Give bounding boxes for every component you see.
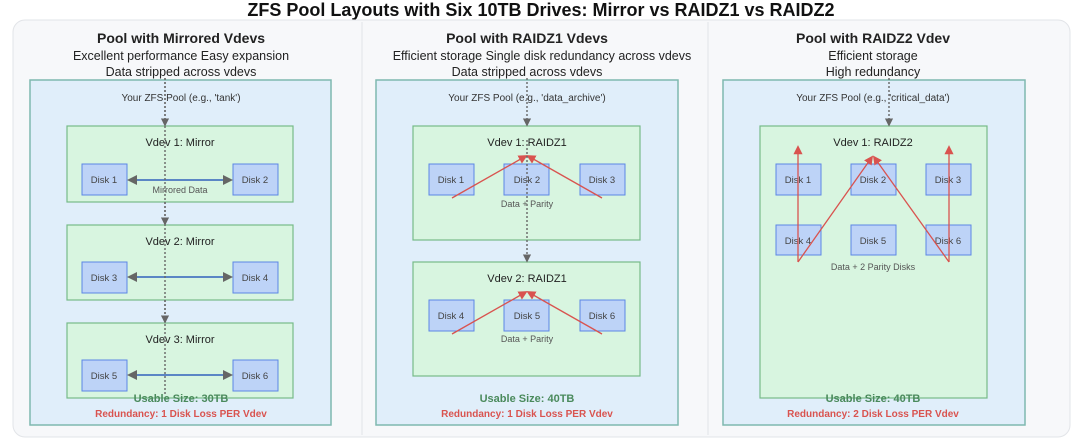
pool-label: Your ZFS Pool (e.g., 'critical_data') — [796, 93, 950, 104]
vdev-label: Vdev 1: Mirror — [145, 137, 214, 149]
vdev-label: Vdev 1: RAIDZ2 — [833, 137, 912, 149]
parity-arrow — [797, 155, 874, 263]
vdev-note: Data + 2 Parity Disks — [831, 262, 916, 272]
column-subtitle: Efficient storage — [828, 49, 917, 63]
disk — [81, 163, 128, 196]
column-heading: Pool with RAIDZ2 Vdev — [796, 30, 950, 46]
disk-label: Disk 2 — [242, 175, 268, 186]
vdev-note: Mirrored Data — [152, 185, 207, 195]
vdev-note: Data + Parity — [501, 334, 554, 344]
disk-label: Disk 4 — [242, 273, 268, 284]
parity-arrow — [526, 291, 603, 335]
disk-label: Disk 3 — [935, 175, 961, 186]
column-mirror: Pool with Mirrored Vdevs Excellent perfo… — [29, 30, 332, 426]
column-subtitle: Efficient storage Single disk redundancy… — [393, 49, 692, 63]
disk-label: Disk 5 — [91, 371, 117, 382]
disk-label: Disk 3 — [91, 273, 117, 284]
usable-size: Usable Size: 40TB — [480, 393, 575, 405]
disk — [232, 163, 279, 196]
disk-label: Disk 6 — [935, 236, 961, 247]
parity-arrow — [451, 291, 528, 335]
redundancy: Redundancy: 2 Disk Loss PER Vdev — [787, 409, 959, 420]
column-subtitle: High redundancy — [826, 65, 921, 79]
disk — [850, 163, 897, 196]
disk-label: Disk 2 — [860, 175, 886, 186]
disk — [232, 261, 279, 294]
column-heading: Pool with Mirrored Vdevs — [97, 30, 265, 46]
disk-label: Disk 4 — [438, 311, 464, 322]
column-subtitle: Data stripped across vdevs — [106, 65, 257, 79]
parity-arrow — [872, 155, 950, 263]
pool-label: Your ZFS Pool (e.g., 'tank') — [121, 93, 240, 104]
parity-arrow — [526, 155, 603, 199]
disk-label: Disk 1 — [91, 175, 117, 186]
redundancy: Redundancy: 1 Disk Loss PER Vdev — [95, 409, 267, 420]
disk-label: Disk 6 — [589, 311, 615, 322]
disk-label: Disk 5 — [860, 236, 886, 247]
disk-label: Disk 5 — [514, 311, 540, 322]
column-subtitle: Data stripped across vdevs — [452, 65, 603, 79]
vdev-label: Vdev 2: Mirror — [145, 236, 214, 248]
diagram-title: ZFS Pool Layouts with Six 10TB Drives: M… — [247, 0, 834, 20]
disk-label: Disk 1 — [438, 175, 464, 186]
column-raidz2: Pool with RAIDZ2 Vdev Efficient storage … — [722, 30, 1026, 426]
vdev-label: Vdev 2: RAIDZ1 — [487, 273, 566, 285]
disk-label: Disk 6 — [242, 371, 268, 382]
column-heading: Pool with RAIDZ1 Vdevs — [446, 30, 608, 46]
column-raidz1: Pool with RAIDZ1 Vdevs Efficient storage… — [375, 30, 692, 426]
disk — [503, 299, 550, 332]
redundancy: Redundancy: 1 Disk Loss PER Vdev — [441, 409, 613, 420]
usable-size: Usable Size: 30TB — [134, 393, 229, 405]
vdev-label: Vdev 3: Mirror — [145, 334, 214, 346]
usable-size: Usable Size: 40TB — [826, 393, 921, 405]
column-subtitle: Excellent performance Easy expansion — [73, 49, 289, 63]
disk — [579, 299, 626, 332]
vdev-label: Vdev 1: RAIDZ1 — [487, 137, 566, 149]
disk — [850, 224, 897, 256]
disk — [81, 359, 128, 392]
disk — [81, 261, 128, 294]
parity-arrow — [451, 155, 528, 199]
disk-label: Disk 3 — [589, 175, 615, 186]
disk — [232, 359, 279, 392]
